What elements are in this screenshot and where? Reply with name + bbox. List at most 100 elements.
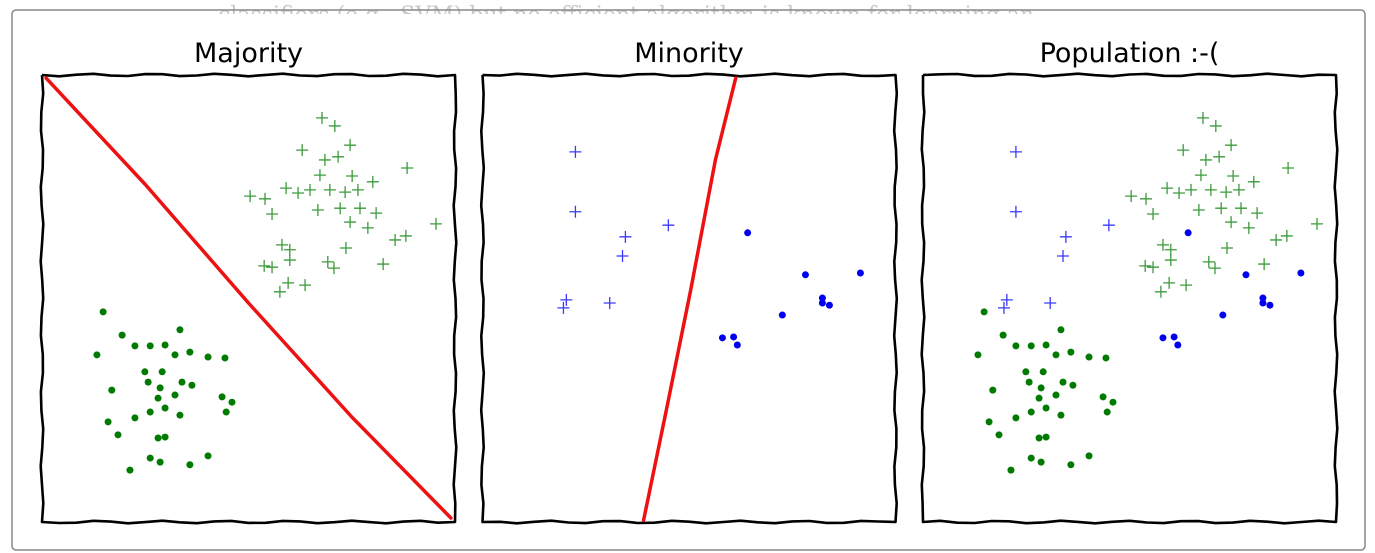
plus-point <box>259 192 272 205</box>
plus-point <box>328 119 341 132</box>
plus-point <box>282 276 295 289</box>
plus-point <box>1311 217 1323 230</box>
dot-point <box>818 299 826 307</box>
decision-boundary <box>641 76 738 522</box>
dot-point <box>146 454 154 462</box>
plus-point <box>560 293 573 306</box>
plus-point <box>1164 243 1177 256</box>
plus-point <box>1147 261 1160 274</box>
plus-point <box>280 182 293 195</box>
dot-point <box>154 434 162 442</box>
decision-boundary <box>44 76 453 520</box>
plus-point <box>1147 208 1160 221</box>
dot-point <box>1099 393 1107 401</box>
plus-point <box>1044 296 1057 309</box>
plus-point <box>266 208 279 221</box>
plus-point <box>1225 216 1238 229</box>
dot-point <box>221 354 229 362</box>
dot-point <box>108 386 116 394</box>
dot-point <box>818 294 826 302</box>
plus-point <box>662 219 675 232</box>
plus-point <box>1154 285 1167 298</box>
dot-point <box>126 466 134 474</box>
dot-point <box>144 378 152 386</box>
dot-point <box>141 368 149 376</box>
dot-point <box>1042 433 1050 441</box>
dot-point <box>778 311 786 319</box>
plus-point <box>569 145 582 158</box>
plus-point <box>339 241 352 254</box>
plus-point <box>323 183 336 196</box>
dot-point <box>1039 368 1047 376</box>
plus-point <box>1194 169 1207 182</box>
plus-point <box>1102 219 1115 232</box>
dot-point <box>1057 326 1065 334</box>
plus-point <box>1242 221 1255 234</box>
plus-point <box>1139 259 1152 272</box>
dot-point <box>718 334 726 342</box>
panel-frame <box>39 72 458 525</box>
plus-point <box>1199 153 1212 166</box>
plus-point <box>1220 186 1233 199</box>
plus-point <box>292 187 305 200</box>
dot-point <box>1042 404 1050 412</box>
dot-point <box>985 418 993 426</box>
dot-point <box>744 229 752 237</box>
plus-point <box>1009 145 1022 158</box>
dot-point <box>114 431 122 439</box>
dot-point <box>1059 378 1067 386</box>
dot-point <box>856 269 864 277</box>
dot-point <box>188 381 196 389</box>
dot-point <box>1007 466 1015 474</box>
plus-point <box>1059 230 1072 243</box>
dot-point <box>204 353 212 361</box>
plus-point <box>1164 254 1177 267</box>
dot-point <box>989 386 997 394</box>
plus-point <box>1232 183 1245 196</box>
plus-point <box>332 150 345 163</box>
plus-point <box>557 301 570 314</box>
dot-point <box>1102 354 1110 362</box>
plus-point <box>354 202 367 215</box>
dot-point <box>1170 333 1178 341</box>
dot-point <box>1012 342 1020 350</box>
dot-point <box>178 378 186 386</box>
plus-point <box>370 207 383 220</box>
plus-point <box>569 205 582 218</box>
plus-point <box>266 261 279 274</box>
plus-point <box>1209 119 1222 132</box>
dot-point <box>1022 368 1030 376</box>
dot-point <box>161 404 169 412</box>
dot-point <box>176 326 184 334</box>
plus-point <box>1225 139 1238 152</box>
plus-point <box>344 139 357 152</box>
dot-point <box>93 351 101 359</box>
dot-point <box>222 408 230 416</box>
dot-point <box>1109 398 1117 406</box>
dot-point <box>204 452 212 460</box>
panel-frame <box>920 72 1339 525</box>
plus-point <box>603 296 616 309</box>
dot-point <box>171 391 179 399</box>
dot-point <box>161 341 169 349</box>
dot-point <box>1266 301 1274 309</box>
dot-point <box>1037 384 1045 392</box>
plus-point <box>399 229 412 242</box>
dot-point <box>156 384 164 392</box>
plus-point <box>1202 255 1215 268</box>
plus-point <box>339 186 352 199</box>
plus-point <box>361 221 374 234</box>
plus-point <box>1204 183 1217 196</box>
plus-point <box>616 250 629 263</box>
dot-point <box>1219 311 1227 319</box>
plus-point <box>430 217 443 230</box>
plus-point <box>1208 262 1221 275</box>
plus-point <box>273 285 286 298</box>
dot-point <box>999 331 1007 339</box>
plus-point <box>327 262 340 275</box>
plus-point <box>299 279 312 292</box>
plus-point <box>1173 187 1186 200</box>
dot-point <box>1259 294 1267 302</box>
dot-point <box>1035 394 1043 402</box>
